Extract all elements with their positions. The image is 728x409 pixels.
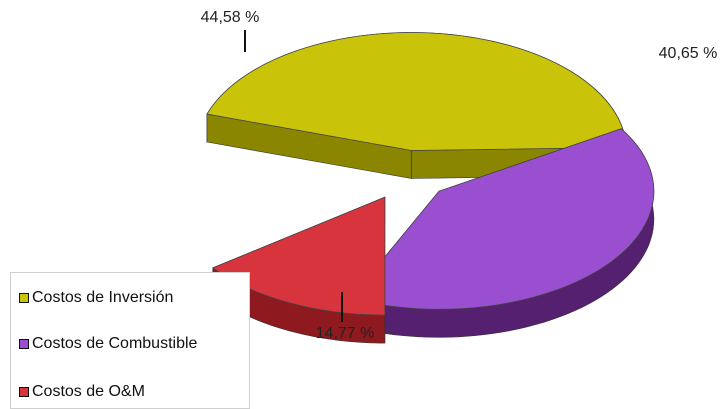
legend-item-combustible: Costos de Combustible [19, 335, 197, 353]
pie-slice-top-combustible [349, 128, 655, 310]
pie-slice-top-inversion [206, 32, 627, 151]
value-label-om: 14,77 % [316, 325, 375, 342]
legend-swatch-om [19, 387, 29, 397]
value-label-combustible: 40,65 % [659, 45, 718, 62]
pie-slice-om [211, 196, 386, 344]
value-label-inversion: 44,58 % [201, 9, 260, 26]
legend-item-inversion: Costos de Inversión [19, 289, 173, 307]
legend-item-om: Costos de O&M [19, 383, 145, 401]
legend-label-inversion: Costos de Inversión [32, 289, 174, 306]
legend-label-om: Costos de O&M [32, 383, 145, 400]
legend-swatch-combustible [19, 339, 29, 349]
legend-label-combustible: Costos de Combustible [32, 335, 198, 352]
chart-legend: Costos de Inversión Costos de Combustibl… [10, 272, 250, 409]
legend-swatch-inversion [19, 293, 29, 303]
